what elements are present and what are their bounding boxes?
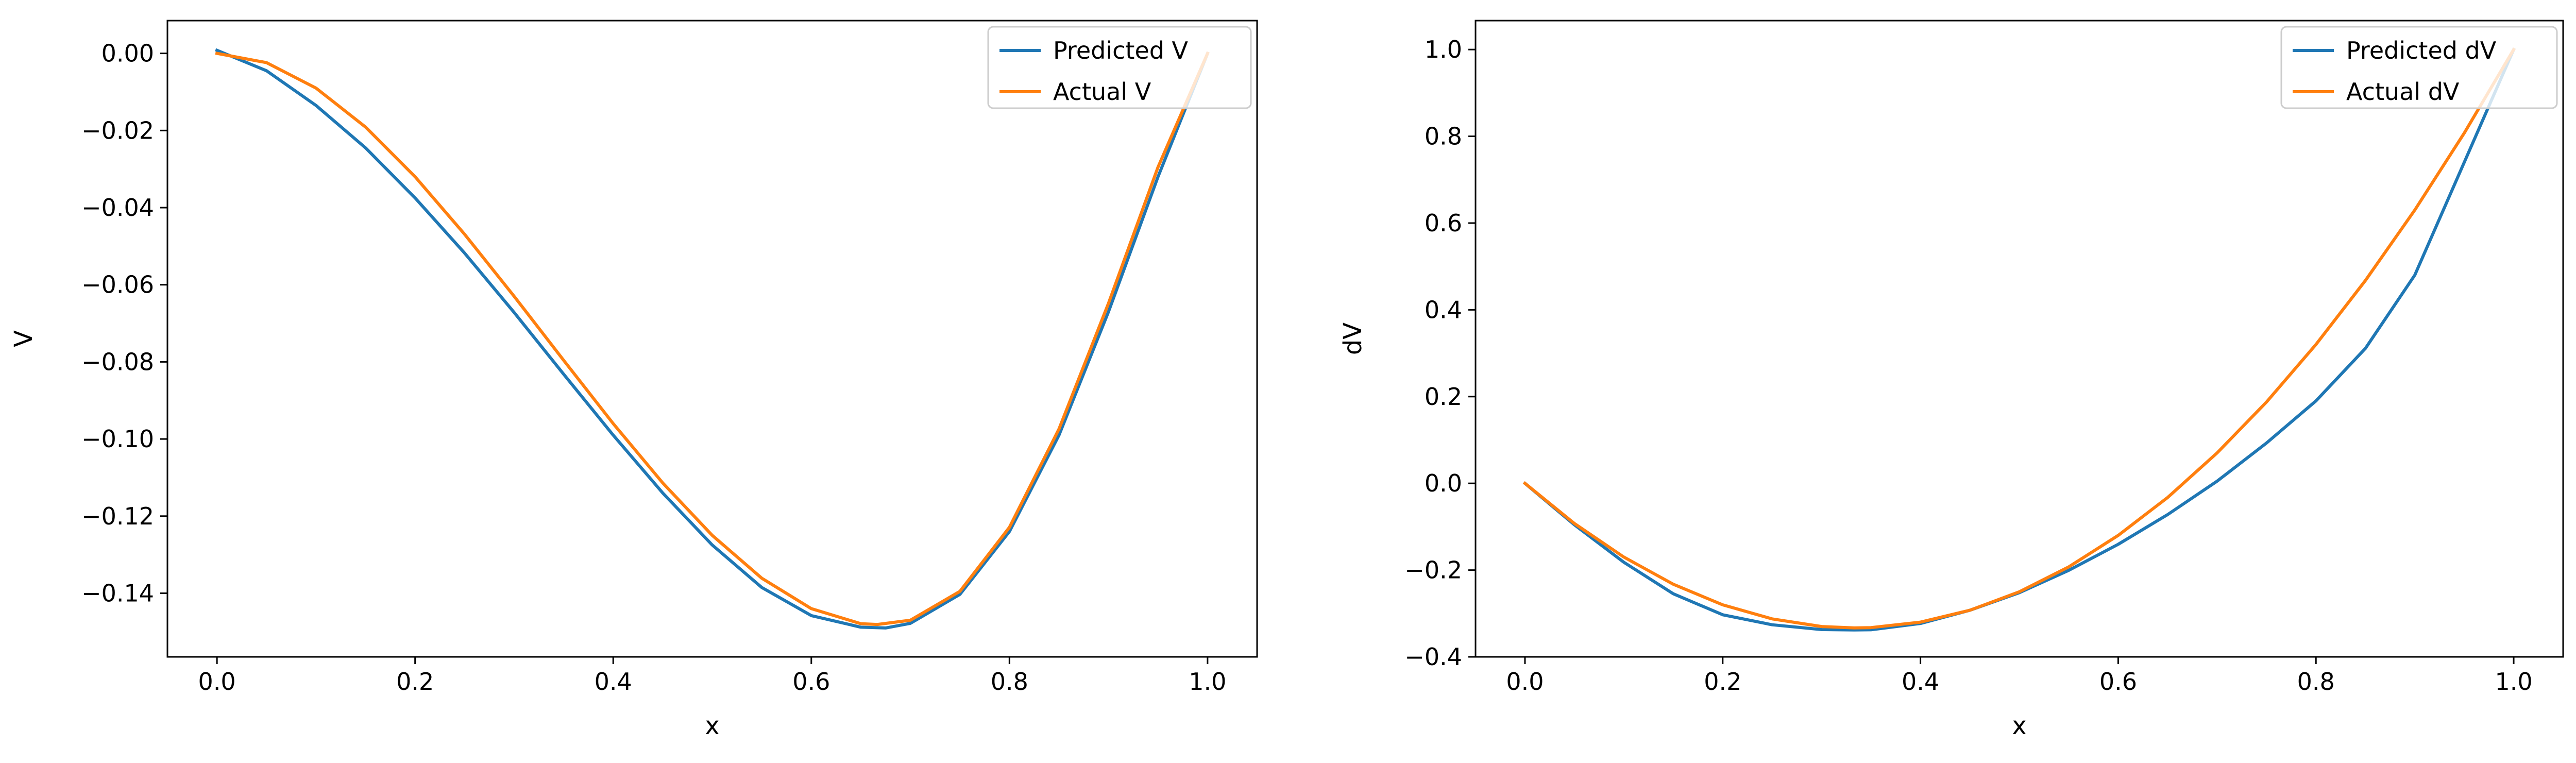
x-tick-label: 0.2 — [1704, 668, 1741, 696]
x-tick-label: 1.0 — [1189, 668, 1226, 696]
y-tick-label: −0.08 — [81, 348, 154, 376]
legend-entry-label: Actual dV — [2346, 78, 2460, 106]
chart-right-dv: 0.0 0.2 0.4 0.6 0.8 1.0 −0.4 −0.2 0.0 0.2 0.4 0.6 0.… — [1338, 20, 2564, 740]
y-tick-label: −0.04 — [81, 194, 154, 222]
series-group — [215, 48, 1210, 630]
plot-frame — [1475, 20, 2564, 658]
x-tick-label: 1.0 — [2495, 668, 2532, 696]
y-tick-label: −0.14 — [81, 580, 154, 607]
x-axis-label: x — [705, 711, 719, 740]
legend: Predicted dV Actual dV — [2280, 26, 2558, 109]
y-tick-label: 0.0 — [1425, 469, 1462, 497]
legend-entry-label: Actual V — [1053, 78, 1151, 106]
y-tick-label: 0.8 — [1425, 123, 1462, 150]
y-tick-label: 0.00 — [101, 40, 154, 67]
y-tick-label: −0.06 — [81, 271, 154, 299]
y-tick-label: −0.10 — [81, 425, 154, 453]
chart-left-v: 0.0 0.2 0.4 0.6 0.8 1.0 0.00 −0.02 −0.04 −0.06 −0.… — [9, 20, 1258, 740]
x-tick-label: 0.6 — [2099, 668, 2137, 696]
legend-box — [987, 26, 1252, 109]
y-tick-label: −0.4 — [1404, 643, 1462, 671]
x-tick-label: 0.0 — [1506, 668, 1544, 696]
x-tick-label: 0.8 — [2297, 668, 2335, 696]
series-line-predicted — [215, 48, 1210, 630]
plot-frame — [166, 20, 1258, 658]
y-tick-label: −0.12 — [81, 502, 154, 530]
y-tick-label: 0.6 — [1425, 209, 1462, 237]
legend: Predicted V Actual V — [987, 26, 1252, 109]
x-tick-label: 0.2 — [396, 668, 434, 696]
x-tick-label: 0.4 — [1902, 668, 1939, 696]
x-axis-label: x — [2012, 711, 2026, 740]
x-tick-label: 0.6 — [792, 668, 830, 696]
y-tick-label: 0.4 — [1425, 296, 1462, 324]
legend-box — [2280, 26, 2558, 109]
y-tick-label: −0.2 — [1404, 556, 1462, 584]
y-tick-label: −0.02 — [81, 116, 154, 144]
y-axis-label: V — [9, 330, 38, 347]
series-line-actual — [1522, 47, 2516, 630]
x-tick-label: 0.4 — [595, 668, 632, 696]
series-line-actual — [215, 51, 1210, 626]
legend-entry-label: Predicted dV — [2346, 37, 2497, 64]
y-axis-label: dV — [1338, 323, 1367, 355]
y-tick-label: 1.0 — [1425, 36, 1462, 63]
x-tick-label: 0.8 — [991, 668, 1028, 696]
legend-entry-label: Predicted V — [1053, 37, 1189, 64]
y-tick-label: 0.2 — [1425, 383, 1462, 411]
series-group — [1522, 47, 2516, 632]
x-tick-label: 0.0 — [198, 668, 236, 696]
